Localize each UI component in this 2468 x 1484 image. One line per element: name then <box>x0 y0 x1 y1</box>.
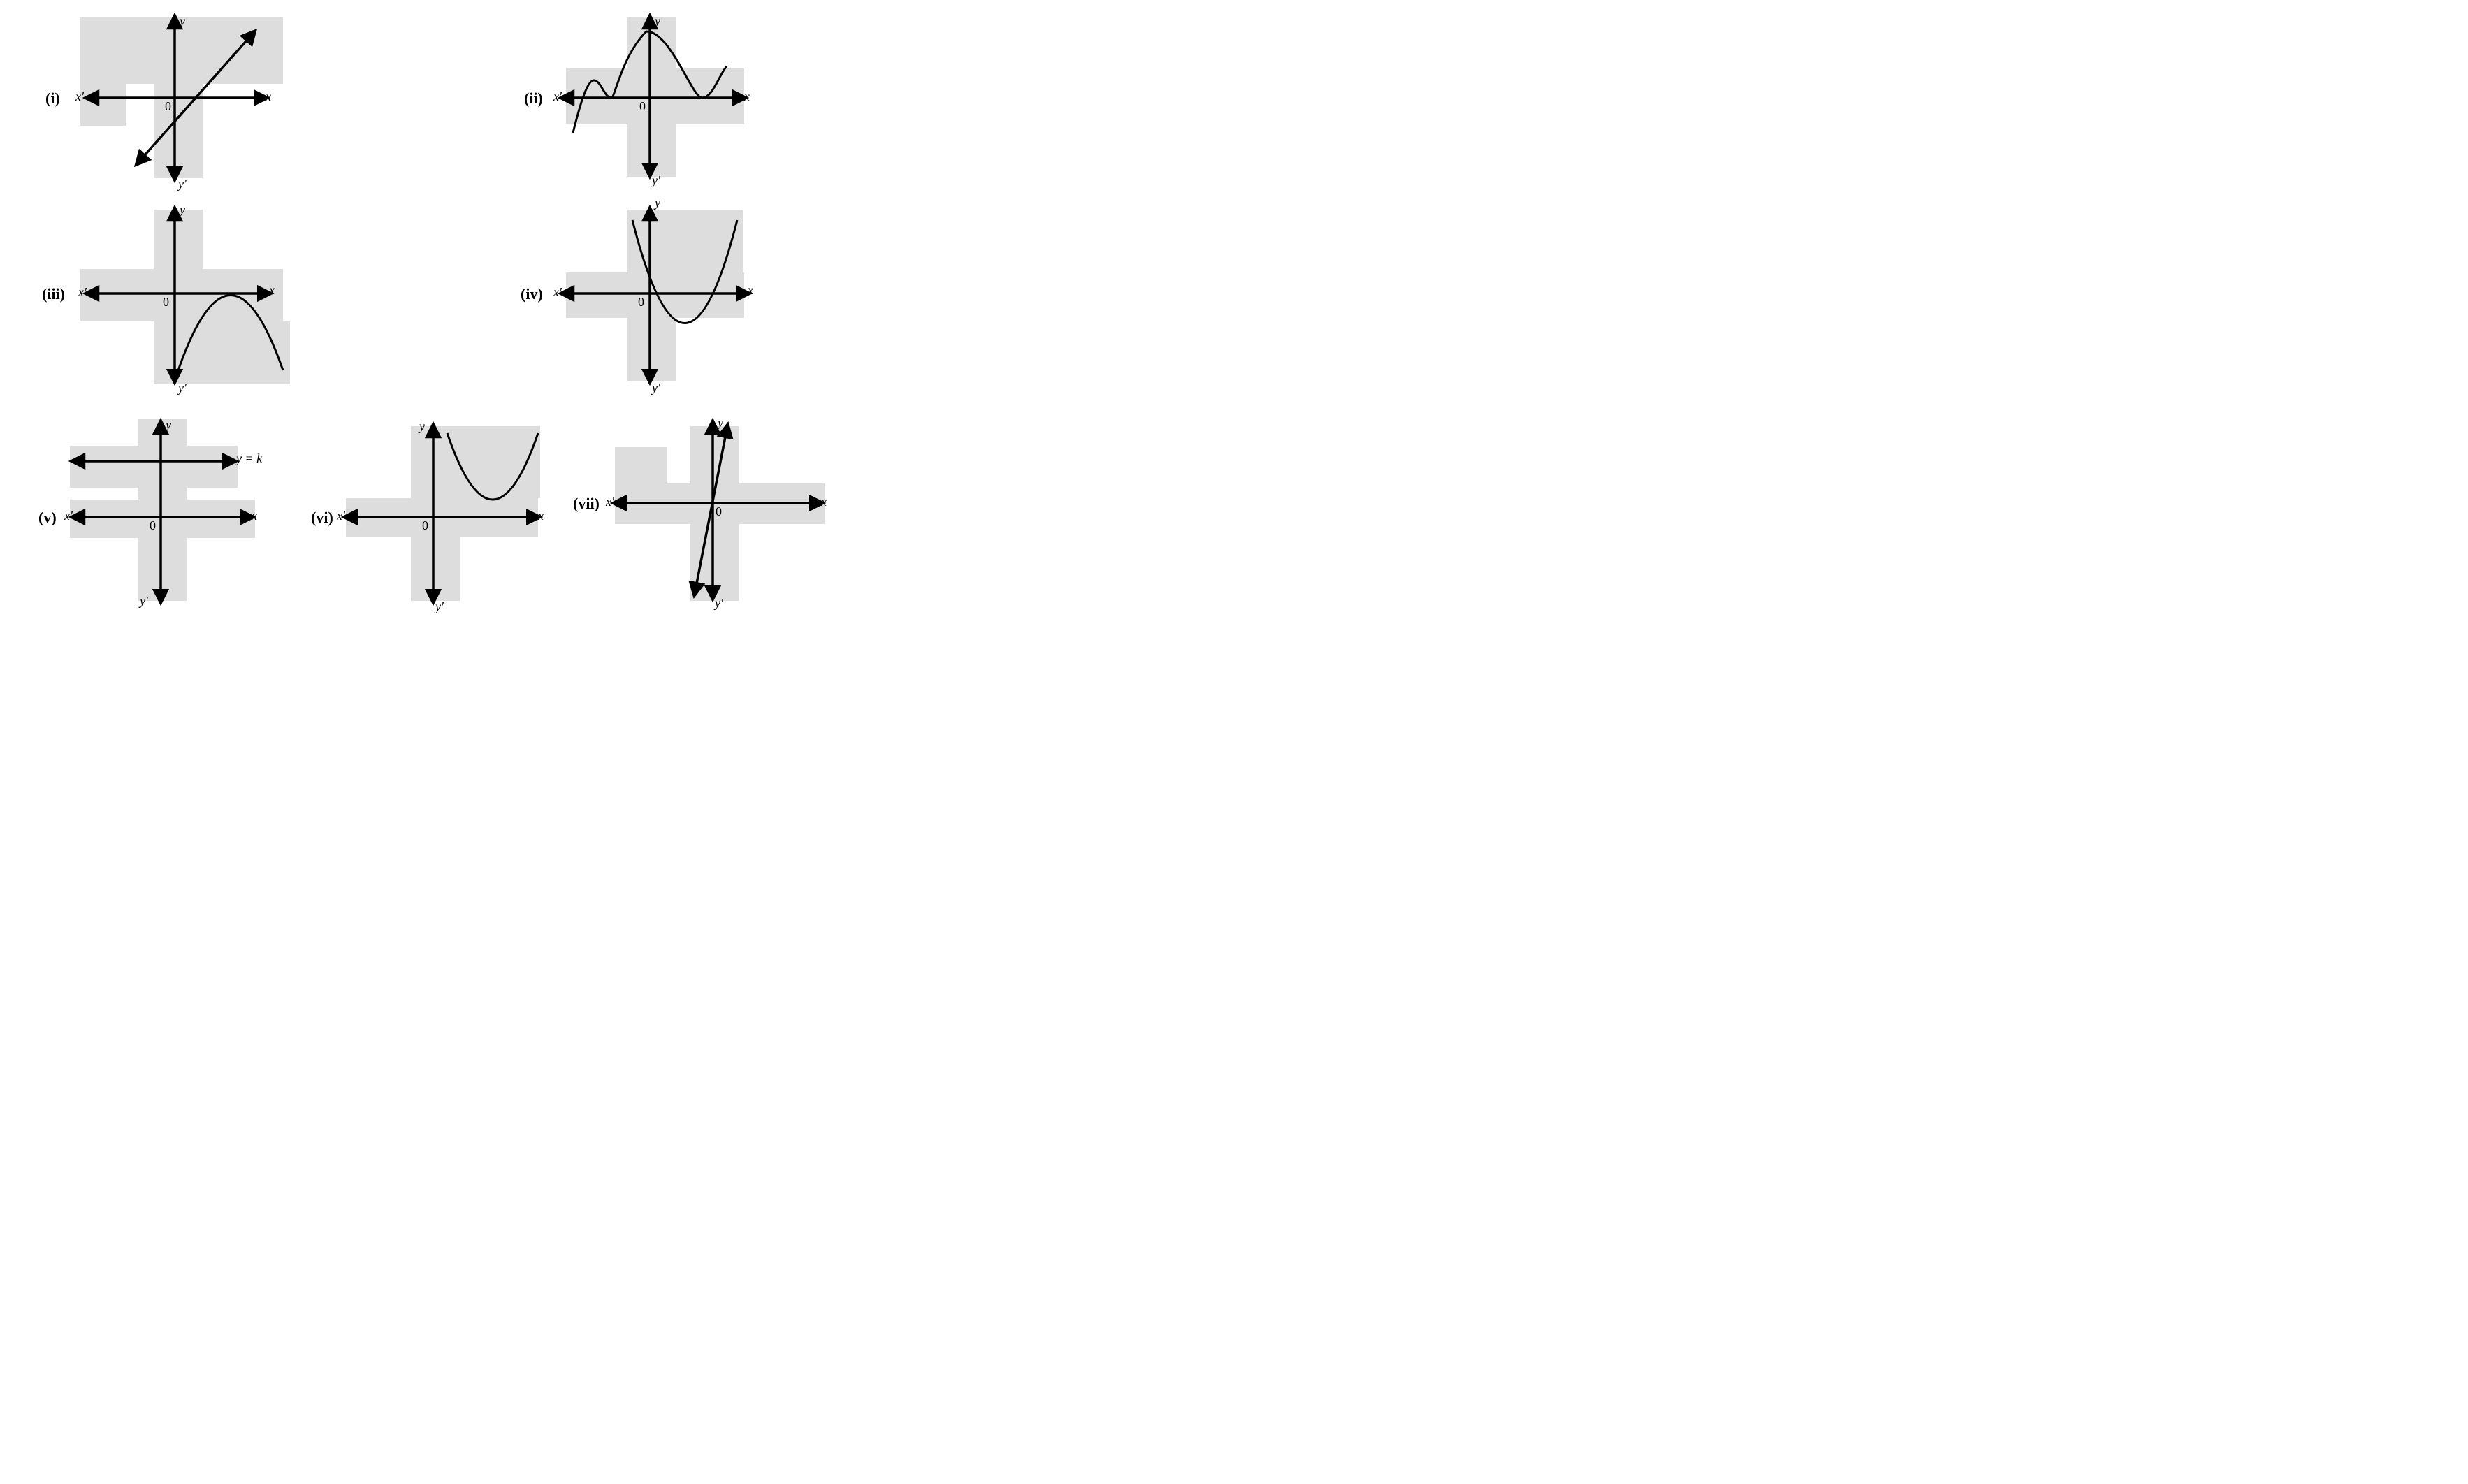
shade-rect <box>627 17 676 70</box>
roman-label-ii: (ii) <box>524 89 543 108</box>
y-neg-label: y' <box>140 594 148 609</box>
graph-i <box>80 17 283 178</box>
shade-rect <box>627 318 676 381</box>
origin-label: 0 <box>639 99 646 114</box>
y-pos-label: y <box>166 418 171 432</box>
y-neg-label: y' <box>435 599 444 614</box>
x-pos-label: x <box>821 495 827 509</box>
y-pos-label: y <box>180 14 185 29</box>
origin-label: 0 <box>150 518 156 533</box>
shade-rect <box>138 419 187 601</box>
y-neg-label: y' <box>178 381 187 395</box>
x-pos-label: x <box>269 283 275 298</box>
shade-rect <box>154 210 203 269</box>
figure-canvas <box>14 14 992 615</box>
x-pos-label: x <box>744 89 750 104</box>
graph-iii <box>80 210 290 384</box>
roman-label-v: (v) <box>38 509 57 527</box>
x-pos-label: x <box>266 89 271 104</box>
roman-label-vii: (vii) <box>573 495 600 513</box>
x-pos-label: x <box>538 509 544 523</box>
constant-line-label: y = k <box>236 451 262 466</box>
origin-label: 0 <box>165 99 171 114</box>
graph-vi <box>346 426 540 601</box>
y-pos-label: y <box>655 14 660 29</box>
shade-rect <box>80 269 283 321</box>
y-pos-label: y <box>718 416 723 430</box>
y-neg-label: y' <box>178 177 187 191</box>
x-neg-label: x' <box>78 285 87 300</box>
shade-rect <box>566 272 744 318</box>
shade-rect <box>627 124 676 177</box>
shade-rect <box>566 68 744 124</box>
graph-ii <box>566 17 744 177</box>
origin-label: 0 <box>422 518 428 533</box>
shade-rect <box>615 447 667 483</box>
x-neg-label: x' <box>553 89 562 104</box>
x-neg-label: x' <box>553 285 562 300</box>
page: (i) (ii) (iii) (iv) (v) (vi) (vii) y y' … <box>14 14 992 618</box>
roman-label-vi: (vi) <box>311 509 333 527</box>
y-pos-label: y <box>419 419 425 434</box>
x-neg-label: x' <box>64 509 73 523</box>
shade-rect <box>80 84 126 126</box>
x-neg-label: x' <box>75 89 84 104</box>
origin-label: 0 <box>163 295 169 310</box>
y-pos-label: y <box>655 196 660 210</box>
origin-label: 0 <box>716 504 722 519</box>
y-neg-label: y' <box>652 173 660 188</box>
roman-label-i: (i) <box>45 89 60 108</box>
graph-iv <box>566 210 744 381</box>
shade-rect <box>411 426 460 601</box>
y-pos-label: y <box>180 203 185 217</box>
y-neg-label: y' <box>652 381 660 395</box>
origin-label: 0 <box>638 295 644 310</box>
shade-rect <box>460 426 540 498</box>
x-neg-label: x' <box>337 509 345 523</box>
x-pos-label: x <box>748 283 753 298</box>
x-pos-label: x <box>252 509 257 523</box>
roman-label-iii: (iii) <box>42 285 65 303</box>
roman-label-iv: (iv) <box>521 285 543 303</box>
graph-v <box>70 419 255 601</box>
x-neg-label: x' <box>606 495 614 509</box>
y-neg-label: y' <box>715 596 723 611</box>
